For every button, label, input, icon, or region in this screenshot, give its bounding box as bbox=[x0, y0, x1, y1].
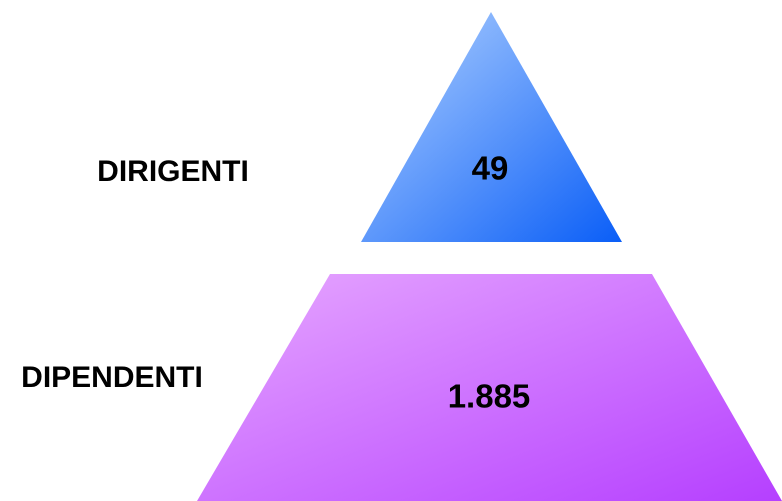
top-level bbox=[361, 12, 622, 242]
level-label: DIRIGENTI bbox=[97, 155, 249, 188]
level-value: 1.885 bbox=[448, 378, 531, 415]
level-value: 49 bbox=[472, 150, 509, 187]
level-label: DIPENDENTI bbox=[21, 361, 203, 394]
bottom-level bbox=[197, 274, 782, 501]
